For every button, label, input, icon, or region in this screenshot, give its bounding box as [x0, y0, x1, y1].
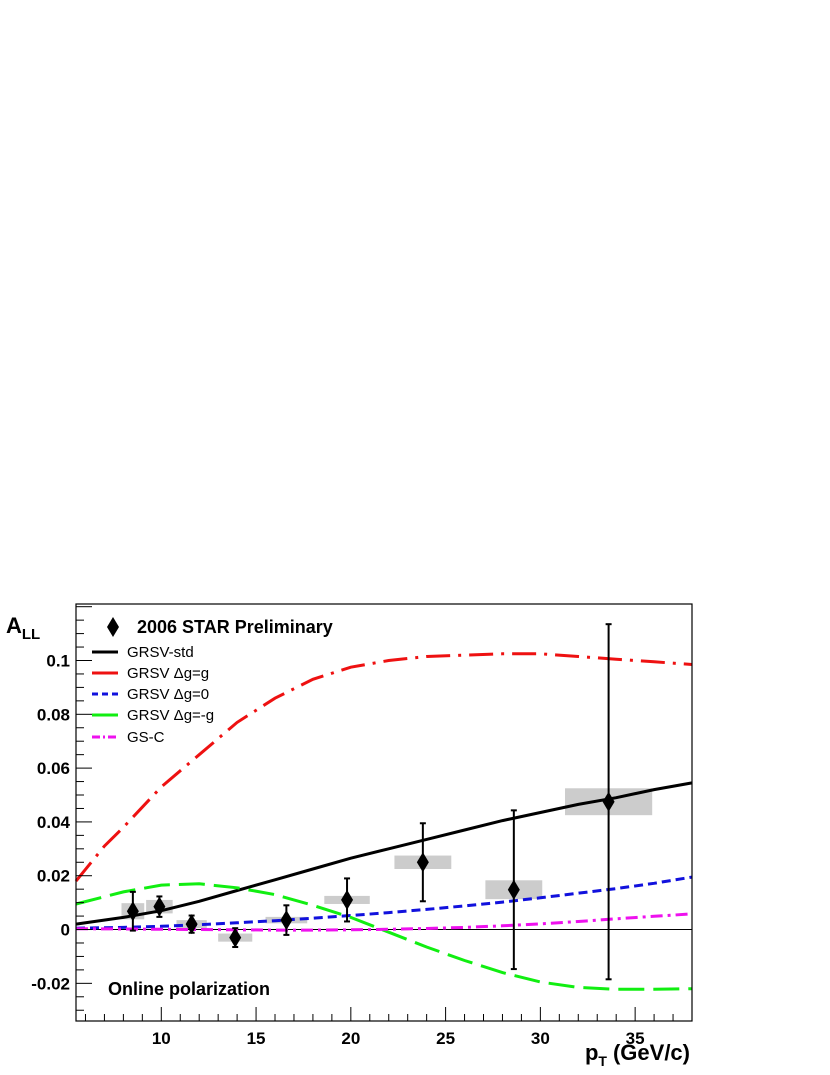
x-tick-label-10: 10: [152, 1029, 171, 1048]
data-point-1: [126, 901, 139, 922]
data-points: [126, 791, 615, 948]
data-point-6: [341, 889, 354, 910]
x-axis-title-units: (GeV/c): [613, 1040, 690, 1065]
legend-label-5: GS-C: [127, 729, 165, 746]
curve-gs-c: [75, 912, 693, 932]
legend-label-2: GRSV Δg=g: [127, 665, 209, 682]
data-point-5: [280, 910, 293, 931]
y-tick-label-6: 0.1: [46, 651, 70, 670]
x-axis-title-main: p: [585, 1040, 598, 1065]
x-axis-title: pT (GeV/c): [585, 1040, 690, 1069]
data-point-8: [507, 879, 520, 900]
x-tick-label-30: 30: [531, 1029, 550, 1048]
y-axis-title: ALL: [6, 613, 40, 643]
y-tick-label-3: 0.04: [37, 813, 71, 832]
legend-label-3: GRSV Δg=0: [127, 686, 209, 703]
legend-label-star: 2006 STAR Preliminary: [137, 617, 333, 637]
curve-grsv-dg-minus-g: [75, 882, 693, 991]
annotation-online-polarization: Online polarization: [108, 979, 270, 999]
curve-grsv-std: [75, 781, 693, 926]
x-tick-label-20: 20: [341, 1029, 360, 1048]
plot-frame: [75, 603, 693, 1022]
y-tick-label-4: 0.06: [37, 759, 70, 778]
axis-ticks: [76, 606, 693, 1021]
y-axis-title-main: A: [6, 613, 22, 638]
x-tick-label-35: 35: [626, 1029, 645, 1048]
legend: 2006 STAR Preliminary GRSV-std GRSV Δg=g GR…: [92, 617, 333, 746]
y-tick-label-1: 0: [61, 921, 70, 940]
data-point-3: [185, 914, 198, 935]
tick-labels: 10 15 20 25 30 35 -0.02 0 0.02 0.04 0.06 0.08 0.1: [31, 651, 644, 1048]
y-tick-label-5: 0.08: [37, 705, 70, 724]
y-tick-label-0: -0.02: [31, 974, 70, 993]
x-axis-title-sub: T: [598, 1053, 607, 1069]
data-point-2: [153, 896, 166, 917]
plot-frame-group: [75, 603, 693, 1022]
data-point-9: [602, 791, 615, 812]
legend-label-1: GRSV-std: [127, 644, 194, 661]
systematic-error-boxes: [121, 788, 653, 942]
curve-grsv-dg-0: [75, 875, 693, 930]
legend-label-4: GRSV Δg=-g: [127, 707, 214, 724]
x-tick-label-25: 25: [436, 1029, 455, 1048]
data-point-7: [416, 852, 429, 873]
y-tick-label-2: 0.02: [37, 867, 70, 886]
data-point-4: [229, 927, 242, 948]
theory-curves: [74, 652, 693, 991]
legend-marker-star: [107, 617, 119, 637]
x-tick-label-15: 15: [247, 1029, 266, 1048]
y-axis-title-sub: LL: [22, 626, 40, 643]
